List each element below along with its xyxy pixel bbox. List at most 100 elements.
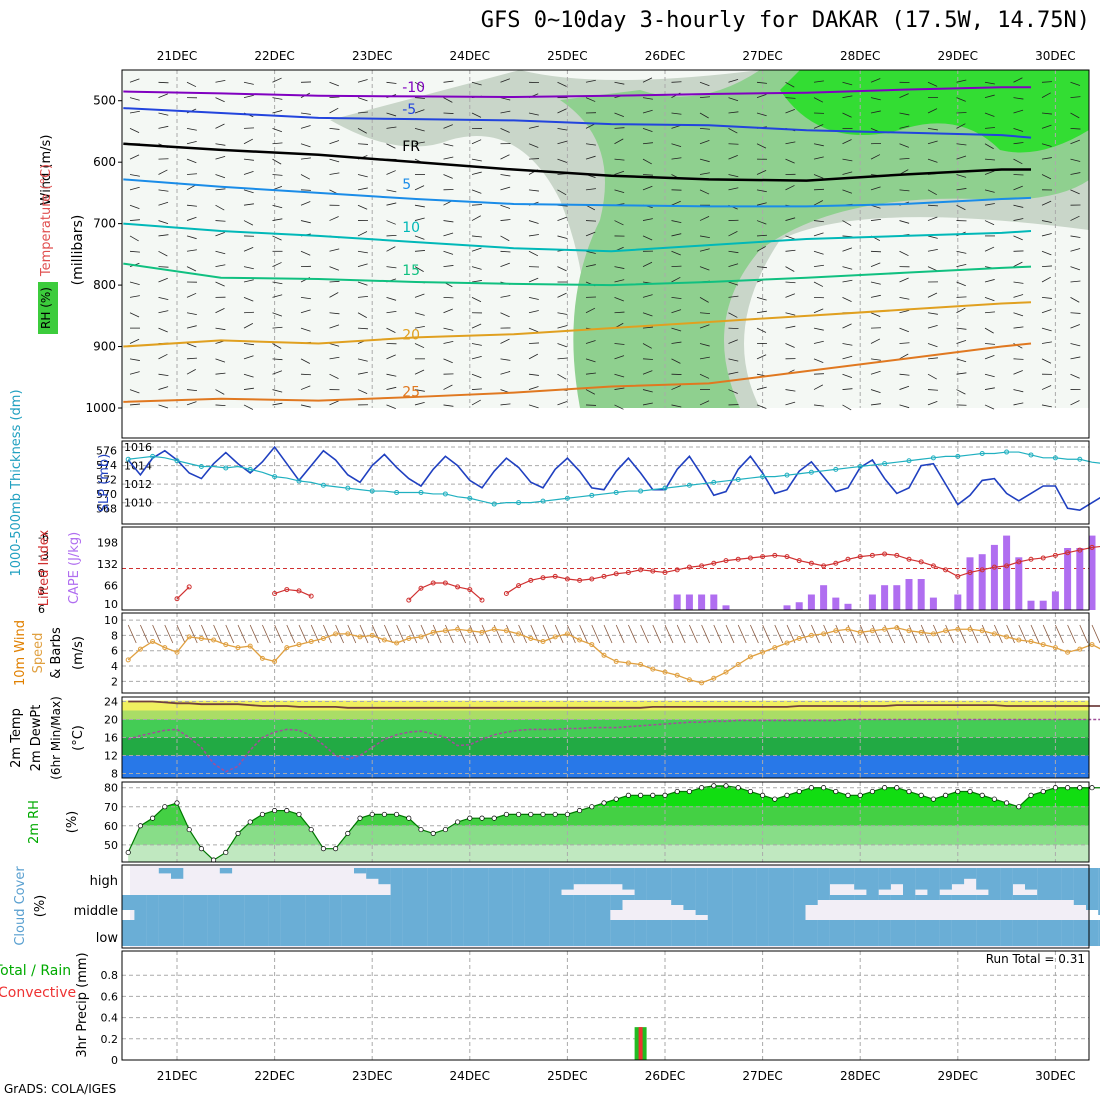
wind-barb bbox=[870, 262, 881, 268]
wind-barb bbox=[1070, 215, 1080, 221]
thickness-marker bbox=[564, 495, 570, 501]
rh-marker bbox=[577, 808, 583, 814]
wind-barb bbox=[813, 232, 824, 237]
wind-barb bbox=[329, 96, 340, 99]
wind-barb bbox=[1070, 297, 1080, 303]
temperature-band bbox=[122, 719, 1089, 738]
wind-barb bbox=[129, 186, 140, 191]
wind-barb bbox=[899, 296, 910, 300]
lifted-index-marker bbox=[1065, 550, 1071, 556]
rh-marker bbox=[772, 796, 778, 802]
wind-barb bbox=[956, 264, 967, 268]
lifted-index-marker bbox=[528, 577, 534, 583]
wind-barb bbox=[357, 143, 369, 145]
wind-barb bbox=[614, 404, 624, 410]
rh-marker bbox=[1077, 785, 1083, 791]
wind-barb bbox=[243, 247, 254, 252]
wind-barb bbox=[357, 97, 368, 102]
rh-marker bbox=[894, 785, 900, 791]
wind-barb bbox=[1041, 309, 1052, 314]
wind-barb bbox=[443, 124, 453, 129]
wind-barb bbox=[500, 295, 511, 298]
wind-barb bbox=[699, 139, 710, 145]
wind-barb bbox=[158, 250, 168, 257]
wind-barb bbox=[443, 174, 453, 179]
wind-barb bbox=[927, 389, 939, 391]
temperature-legend-label: Temperature (°C) bbox=[39, 164, 54, 277]
wind-barb bbox=[842, 220, 852, 226]
cloud-cell bbox=[805, 920, 818, 946]
lifted-index-marker bbox=[406, 597, 412, 603]
thickness-marker bbox=[247, 466, 253, 472]
wind-barb bbox=[642, 326, 653, 329]
date-tick-label-bottom: 24DEC bbox=[450, 1069, 490, 1083]
surface-wind-barb bbox=[420, 624, 430, 644]
wind-barb bbox=[956, 327, 967, 330]
lifted-index-marker bbox=[845, 556, 851, 562]
wind-barb bbox=[471, 399, 481, 406]
lifted-index-marker bbox=[1016, 559, 1022, 565]
wind-barb bbox=[443, 220, 454, 223]
cloud-cell bbox=[817, 895, 830, 900]
wind-speed-marker bbox=[808, 632, 814, 638]
wind-barb bbox=[329, 312, 340, 315]
cloud-cell bbox=[793, 920, 806, 946]
cloud-cell bbox=[354, 920, 367, 946]
rh-axis-label: 2m RH bbox=[27, 800, 42, 844]
wind-barb bbox=[585, 220, 597, 222]
rh-band bbox=[128, 844, 1089, 862]
wind-barb bbox=[756, 327, 767, 333]
rh-marker bbox=[357, 815, 363, 821]
wind-barb bbox=[443, 80, 454, 83]
cloud-cell bbox=[207, 895, 220, 920]
wind-barb bbox=[899, 125, 910, 129]
cloud-cell bbox=[463, 920, 477, 946]
wind-barb bbox=[215, 174, 226, 179]
wind-barb bbox=[272, 294, 283, 298]
wind-barb bbox=[842, 171, 853, 175]
wind-barb bbox=[927, 248, 938, 252]
wind-barb bbox=[1041, 276, 1051, 283]
wind-barb bbox=[386, 143, 396, 149]
wind-barb bbox=[129, 110, 140, 114]
lifted-index-marker bbox=[918, 559, 924, 565]
surface-wind-barb bbox=[1006, 624, 1015, 644]
wind-speed-marker bbox=[162, 645, 168, 651]
wind-speed-marker bbox=[906, 628, 912, 634]
wind-barb bbox=[158, 277, 168, 283]
wind-barb bbox=[756, 296, 767, 301]
wind-barb bbox=[215, 327, 226, 331]
cape-tick-label: 10 bbox=[104, 598, 118, 611]
cloud-cell bbox=[427, 920, 440, 946]
wind-barb bbox=[585, 307, 596, 314]
wind-barb bbox=[756, 386, 767, 390]
wind-barb bbox=[642, 294, 653, 298]
date-tick-label-top: 24DEC bbox=[450, 49, 490, 63]
wind-barb bbox=[500, 219, 511, 221]
cloud-cell bbox=[756, 868, 769, 895]
wind-barb bbox=[984, 112, 995, 117]
wind-barb bbox=[386, 170, 396, 175]
lifted-index-marker bbox=[1004, 563, 1010, 569]
wind-speed-marker bbox=[711, 675, 717, 681]
wind-barb bbox=[443, 327, 454, 331]
wind-barb bbox=[414, 81, 424, 88]
wind-barb bbox=[756, 310, 767, 314]
date-tick-label-top: 21DEC bbox=[157, 49, 197, 63]
wind-barb bbox=[557, 266, 567, 272]
thickness-marker bbox=[1077, 456, 1083, 462]
wind-barb bbox=[471, 81, 482, 86]
wind-barb bbox=[357, 371, 368, 375]
wind-barb bbox=[243, 404, 254, 410]
wind-barb bbox=[614, 189, 625, 193]
cloud-cell bbox=[293, 895, 306, 920]
thickness-tick-label: 570 bbox=[96, 488, 117, 501]
cloud-cell bbox=[695, 920, 708, 946]
wind-barb bbox=[357, 111, 368, 114]
thickness-marker bbox=[613, 490, 619, 495]
cloud-cell bbox=[976, 868, 989, 890]
wind-barb bbox=[813, 124, 824, 129]
wind-barb bbox=[243, 171, 254, 175]
cloud-cell bbox=[329, 920, 342, 946]
pressure-axis-label: (millibars) bbox=[70, 215, 86, 286]
